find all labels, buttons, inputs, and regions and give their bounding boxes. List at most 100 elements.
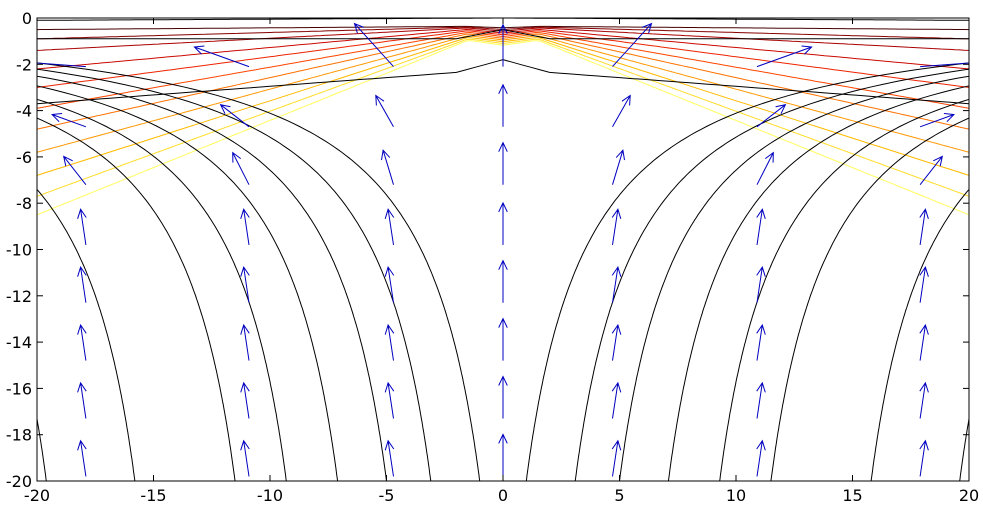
velocity-arrow-shaft-and-head [498, 141, 508, 185]
velocity-arrow [381, 149, 394, 185]
velocity-arrow-shaft-and-head [756, 265, 766, 303]
velocity-arrow [498, 141, 508, 185]
y-tick-label: -18 [6, 426, 32, 445]
velocity-arrow [193, 45, 250, 68]
velocity-arrow [498, 83, 508, 127]
velocity-arrow [756, 208, 766, 245]
x-tick-label: 10 [726, 486, 746, 505]
temperature-contour [37, 18, 969, 21]
velocity-arrow-shaft-and-head [611, 439, 622, 477]
velocity-arrow-shaft-and-head [919, 113, 955, 128]
velocity-arrow [240, 265, 250, 303]
velocity-arrow [62, 155, 87, 186]
velocity-arrow [919, 323, 929, 361]
x-tick-label: -10 [257, 486, 283, 505]
velocity-arrow [498, 259, 508, 303]
velocity-arrow-shaft-and-head [756, 151, 774, 185]
velocity-arrow-shaft-and-head [240, 323, 250, 361]
streamline [37, 188, 136, 481]
streamline [37, 68, 432, 481]
velocity-arrow [756, 381, 766, 419]
velocity-arrow-shaft-and-head [498, 83, 508, 127]
velocity-arrow [498, 375, 508, 419]
x-tick-label: 20 [959, 486, 979, 505]
velocity-arrow-shaft-and-head [77, 265, 87, 303]
velocity-arrow [240, 381, 250, 419]
velocity-arrow [219, 103, 250, 128]
velocity-arrow [919, 439, 929, 477]
y-tick-label: -10 [6, 241, 32, 260]
x-tick-label: 15 [842, 486, 862, 505]
velocity-arrow [51, 113, 87, 128]
velocity-arrow [611, 439, 622, 477]
velocity-arrow [919, 208, 929, 245]
velocity-arrow-shaft-and-head [240, 265, 250, 303]
velocity-arrow-shaft-and-head [384, 208, 395, 245]
x-tick-label: -15 [140, 486, 166, 505]
y-tick-label: -6 [16, 148, 32, 167]
velocity-arrow [498, 201, 508, 245]
velocity-arrow [612, 94, 631, 128]
velocity-arrow-shaft-and-head [62, 155, 87, 186]
x-tick-label: -5 [379, 486, 395, 505]
velocity-arrow-shaft-and-head [612, 22, 653, 67]
velocity-arrow [384, 208, 395, 245]
velocity-arrow [77, 265, 87, 303]
velocity-arrow-shaft-and-head [219, 103, 250, 128]
velocity-arrow-shaft-and-head [611, 381, 622, 419]
velocity-arrow-shaft-and-head [611, 208, 622, 245]
velocity-arrow-shaft-and-head [919, 323, 929, 361]
velocity-arrow-shaft-and-head [756, 381, 766, 419]
velocity-arrow [756, 439, 766, 477]
velocity-arrow [498, 317, 508, 361]
velocity-arrow [77, 323, 87, 361]
velocity-arrow-shaft-and-head [919, 381, 929, 419]
velocity-arrow [919, 265, 929, 303]
velocity-arrow-shaft-and-head [498, 201, 508, 245]
velocity-arrow-shaft-and-head [77, 323, 87, 361]
y-tick-label: -16 [6, 379, 32, 398]
velocity-arrow [384, 265, 395, 303]
velocity-arrow-shaft-and-head [612, 94, 631, 128]
velocity-arrow-shaft-and-head [498, 433, 508, 477]
velocity-arrow [498, 433, 508, 477]
streamline [574, 68, 969, 481]
velocity-arrow [919, 113, 955, 128]
velocity-arrow-shaft-and-head [381, 149, 394, 185]
x-tick-label: 5 [614, 486, 624, 505]
velocity-arrow-shaft-and-head [498, 375, 508, 419]
velocity-arrow-shaft-and-head [498, 259, 508, 303]
velocity-arrow [384, 439, 395, 477]
velocity-arrow-shaft-and-head [240, 381, 250, 419]
velocity-arrow [240, 323, 250, 361]
velocity-arrow-shaft-and-head [756, 323, 766, 361]
velocity-arrow [232, 151, 250, 185]
velocity-arrow-shaft-and-head [919, 439, 929, 477]
y-tick-label: -14 [6, 333, 32, 352]
velocity-arrow-shaft-and-head [353, 22, 394, 67]
streamline [667, 85, 969, 481]
streamline [37, 117, 236, 481]
velocity-arrow [77, 381, 87, 419]
velocity-arrow-shaft-and-head [920, 58, 969, 68]
velocity-arrow-shaft-and-head [240, 439, 250, 477]
x-tick-label: 0 [498, 486, 508, 505]
velocity-arrow-shaft-and-head [77, 439, 87, 477]
velocity-arrow [756, 265, 766, 303]
velocity-arrow-shaft-and-head [756, 439, 766, 477]
velocity-arrow-shaft-and-head [384, 381, 395, 419]
velocity-arrow [240, 208, 250, 245]
velocity-arrow-shaft-and-head [756, 208, 766, 245]
plot-content [37, 18, 969, 481]
velocity-arrow-shaft-and-head [77, 381, 87, 419]
velocity-arrow [611, 208, 622, 245]
velocity-arrow [77, 439, 87, 477]
velocity-arrow-shaft-and-head [756, 45, 813, 68]
velocity-arrow [384, 381, 395, 419]
velocity-arrow [756, 45, 813, 68]
streamline [770, 117, 969, 481]
y-tick-label: -12 [6, 287, 32, 306]
velocity-arrow-shaft-and-head [51, 113, 87, 128]
streamline [37, 85, 339, 481]
